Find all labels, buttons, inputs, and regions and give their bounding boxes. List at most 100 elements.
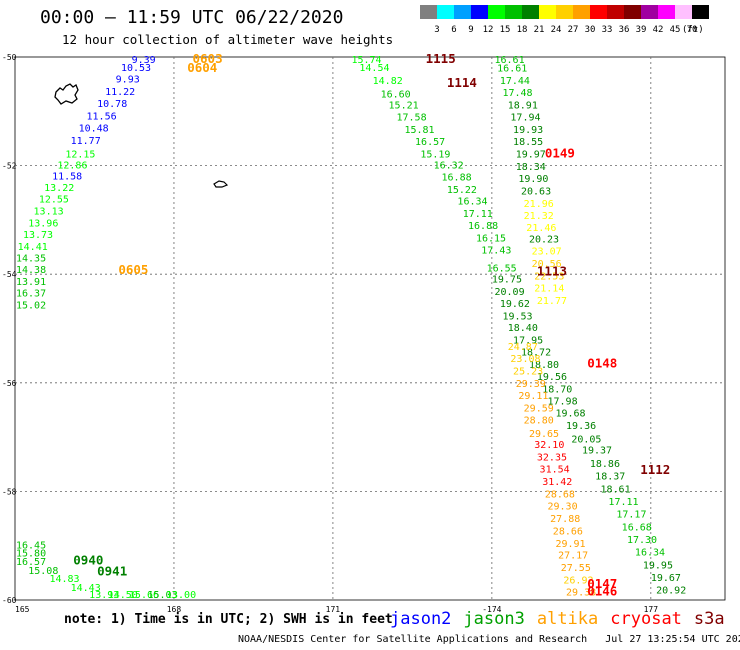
colorbar-tick-label: 42 (652, 25, 664, 35)
colorbar-tick-label: 70 (686, 25, 698, 35)
wave-height-label: 17.17 (616, 509, 646, 520)
wave-height-label: 19.75 (492, 274, 522, 285)
map-subtitle: 12 hour collection of altimeter wave hei… (62, 32, 394, 47)
wave-height-label: 21.77 (537, 296, 567, 307)
satellite-legend-cryosat: cryosat (610, 609, 682, 629)
wave-height-label: 15.02 (16, 300, 46, 311)
pass-time-label: 0148 (587, 356, 617, 371)
pass-time-label: 0940 (73, 553, 103, 568)
pass-time-label: 0603 (193, 51, 223, 66)
colorbar-swatch (556, 5, 573, 19)
wave-height-label: 15.22 (447, 185, 477, 196)
longitude-tick-label: 177 (644, 605, 659, 614)
wave-height-label: 19.53 (502, 311, 532, 322)
wave-height-label: 20.23 (529, 235, 559, 246)
wave-height-label: 19.62 (500, 299, 530, 310)
wave-height-label: 18.72 (521, 348, 551, 359)
wave-height-label: 28.68 (545, 489, 575, 500)
wave-height-label: 13.13 (34, 206, 64, 217)
wave-height-label: 13.00 (166, 590, 196, 601)
wave-height-label: 17.44 (500, 76, 530, 87)
wave-height-label: 9.93 (116, 75, 140, 86)
colorbar-swatch (505, 5, 522, 19)
wave-height-label: 17.43 (481, 246, 511, 257)
wave-height-label: 17.98 (548, 397, 578, 408)
colorbar-swatch (539, 5, 556, 19)
wave-height-label: 13.93 (89, 590, 119, 601)
satellite-legend: jason2 jason3 altika cryosat s3a (390, 609, 737, 629)
units-note: note: 1) Time is in UTC; 2) SWH is in fe… (64, 612, 393, 627)
colorbar-swatch (675, 5, 692, 19)
wave-height-label: 21.46 (526, 223, 556, 234)
colorbar-swatch (607, 5, 624, 19)
wave-height-label: 11.56 (87, 111, 117, 122)
track-d: 16.6116.6117.4417.4818.9117.9419.9318.55… (495, 55, 567, 307)
wave-height-label: 20.09 (495, 287, 525, 298)
wave-height-label: 16.88 (468, 221, 498, 232)
latitude-tick-label: -60 (2, 596, 17, 605)
wave-height-label: 18.40 (508, 323, 538, 334)
colorbar-swatch (573, 5, 590, 19)
credit-text: NOAA/NESDIS Center for Satellite Applica… (238, 634, 588, 645)
wave-height-label: 15.21 (389, 101, 419, 112)
wave-height-label: 18.91 (508, 101, 538, 112)
wave-height-label: 19.67 (651, 573, 681, 584)
generated-timestamp: Jul 27 13:25:54 UTC 2020 (605, 634, 740, 645)
colorbar-swatch (437, 5, 454, 19)
latitude-tick-label: -54 (2, 270, 17, 279)
wave-height-label: 18.61 (600, 484, 630, 495)
wave-height-label: 17.94 (510, 113, 540, 124)
colorbar-tick-label: 18 (516, 25, 528, 35)
colorbar-tick-label: 27 (567, 25, 579, 35)
wave-height-label: 14.82 (373, 76, 403, 87)
map-frame (14, 56, 726, 601)
wave-height-label: 20.56 (532, 259, 562, 270)
wave-height-label: 14.41 (18, 242, 48, 253)
wave-height-label: 19.90 (518, 174, 548, 185)
wave-height-label: 16.57 (415, 137, 445, 148)
wave-height-label: 19.56 (537, 372, 567, 383)
wave-height-label: 15.80 (16, 549, 46, 560)
wave-height-label: 18.70 (542, 385, 572, 396)
wave-height-label: 29.91 (555, 539, 585, 550)
colorbar-swatch (658, 5, 675, 19)
wave-height-label: 16.37 (16, 288, 46, 299)
wave-height-label: 13.22 (44, 183, 74, 194)
pass-time-label: 1112 (640, 462, 670, 477)
pass-time-label: 1115 (426, 51, 456, 66)
wave-height-label: 27.17 (558, 551, 588, 562)
wave-height-label: 16.68 (622, 522, 652, 533)
pass-time-label: 0147 (587, 576, 617, 591)
colorbar-tick-label: 36 (618, 25, 630, 35)
wave-height-label: 19.68 (555, 408, 585, 419)
wave-height-label: 16.55 (487, 263, 517, 274)
wave-height-label: 14.54 (359, 63, 389, 74)
wave-height-label: 9.39 (132, 55, 156, 66)
wave-height-label: 11.77 (71, 136, 101, 147)
wave-height-label: 27.88 (550, 514, 580, 525)
colorbar-tick-label: 21 (533, 25, 545, 35)
colorbar-tick-label: 45 (669, 25, 681, 35)
wave-height-label: 28.80 (524, 416, 554, 427)
wave-height-label: 18.80 (529, 360, 559, 371)
wave-height-label: 15.66 (129, 590, 159, 601)
latitude-tick-label: -50 (2, 53, 17, 62)
wave-height-label: 12.55 (39, 195, 69, 206)
latitude-tick-label: -52 (2, 162, 17, 171)
satellite-legend-jason3: jason3 (463, 609, 525, 629)
wave-height-label: 20.05 (571, 435, 601, 446)
colorbar-swatch (488, 5, 505, 19)
wave-height-label: 17.48 (502, 88, 532, 99)
wave-height-label: 32.35 (537, 452, 567, 463)
wave-height-label: 17.11 (608, 497, 638, 508)
wave-height-label: 15.03 (147, 590, 177, 601)
latitude-tick-label: -56 (2, 379, 17, 388)
latitude-tick-label: -58 (2, 487, 17, 496)
wave-height-label: 17.95 (513, 336, 543, 347)
wave-height-label: 16.15 (476, 234, 506, 245)
pass-time-label: 0604 (187, 60, 217, 75)
pass-time-label: 0605 (118, 262, 148, 277)
wave-height-label: 29.30 (548, 501, 578, 512)
wave-height-label: 12.86 (57, 160, 87, 171)
